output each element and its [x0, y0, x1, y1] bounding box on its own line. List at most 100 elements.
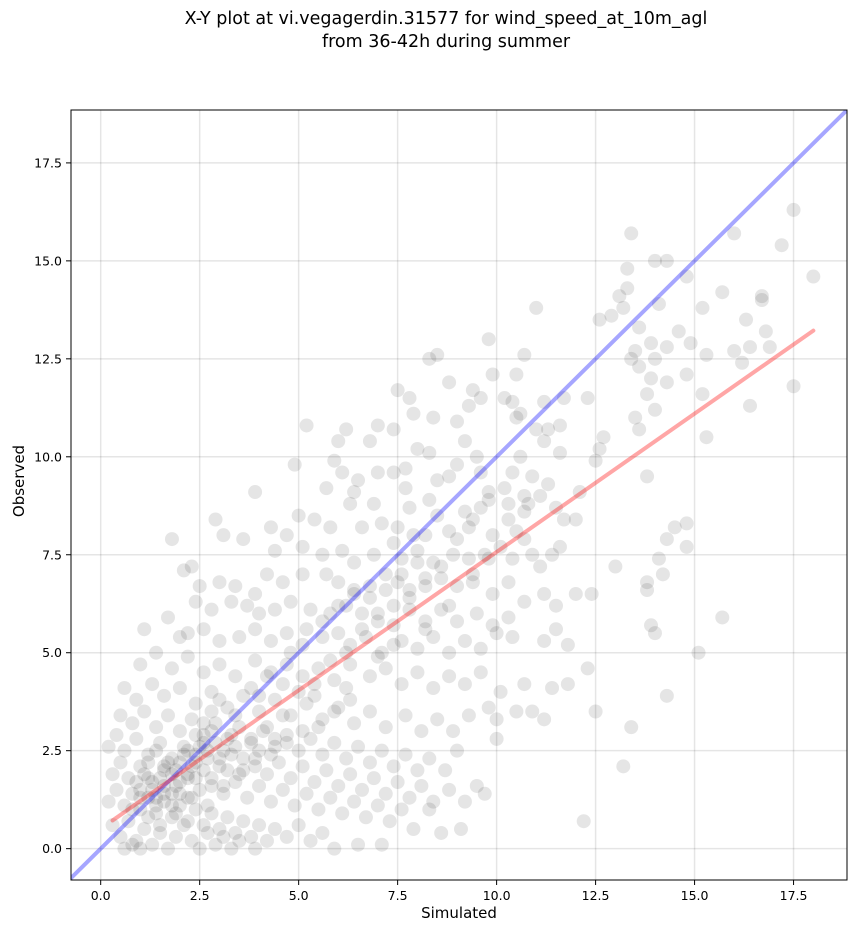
data-point: [133, 759, 148, 774]
data-point: [659, 340, 674, 355]
data-point: [537, 434, 552, 449]
data-point: [461, 398, 476, 413]
data-point: [398, 747, 413, 762]
data-point: [473, 391, 488, 406]
data-point: [549, 500, 563, 515]
data-point: [224, 747, 239, 762]
data-point: [473, 465, 488, 480]
data-point: [347, 586, 362, 601]
data-point: [552, 539, 567, 554]
data-point: [655, 567, 670, 582]
data-point: [351, 473, 366, 488]
data-point: [157, 759, 172, 774]
data-point: [216, 778, 231, 793]
data-point: [244, 680, 259, 695]
data-point: [430, 473, 445, 488]
data-point: [343, 637, 358, 652]
chart-title-line-2: from 36-42h during summer: [321, 32, 571, 52]
data-point: [426, 555, 441, 570]
data-point: [153, 735, 168, 750]
data-point: [556, 391, 571, 406]
data-point: [517, 347, 532, 362]
data-point: [184, 759, 199, 774]
data-point: [390, 520, 405, 535]
data-point: [481, 492, 496, 507]
data-point: [442, 782, 457, 797]
data-point: [137, 767, 152, 782]
data-point: [461, 520, 476, 535]
data-point: [168, 806, 183, 821]
data-point: [149, 798, 164, 813]
data-point: [168, 778, 183, 793]
data-point: [418, 579, 433, 594]
y-axis-ticks: 0.0 2.5 5.0 7.5 10.0 12.5 15.0 17.5: [34, 155, 71, 856]
data-point: [374, 837, 389, 852]
data-point: [204, 778, 219, 793]
data-point: [137, 822, 152, 837]
data-point: [679, 367, 694, 382]
data-point: [129, 775, 144, 790]
data-point: [505, 630, 520, 645]
data-point: [394, 551, 409, 566]
data-point: [695, 387, 710, 402]
data-point: [683, 336, 698, 351]
data-point: [560, 637, 575, 652]
data-point: [145, 782, 160, 797]
data-point: [501, 610, 516, 625]
data-point: [101, 794, 116, 809]
data-point: [513, 406, 528, 421]
y-tick-label: 0.0: [42, 841, 62, 856]
data-point: [580, 391, 595, 406]
data-point: [279, 829, 294, 844]
data-point: [248, 653, 263, 668]
data-point: [323, 606, 338, 621]
data-point: [659, 532, 674, 547]
data-point: [137, 704, 152, 719]
data-point: [541, 477, 556, 492]
data-point: [323, 790, 338, 805]
data-point: [469, 606, 484, 621]
data-point: [192, 739, 207, 754]
data-point: [200, 825, 215, 840]
data-point: [267, 602, 282, 617]
data-point: [442, 524, 457, 539]
data-point: [465, 567, 480, 582]
data-point: [196, 665, 211, 680]
data-point: [422, 445, 437, 460]
data-point: [398, 461, 413, 476]
data-point: [374, 645, 389, 660]
data-point: [224, 841, 239, 856]
data-point: [422, 351, 437, 366]
data-point: [473, 500, 488, 515]
data-point: [715, 610, 730, 625]
data-point: [426, 410, 441, 425]
data-point: [295, 759, 310, 774]
data-point: [295, 637, 310, 652]
x-tick-label: 17.5: [780, 888, 808, 903]
data-point: [149, 806, 164, 821]
data-point: [450, 579, 465, 594]
data-point: [220, 810, 235, 825]
data-point: [343, 496, 358, 511]
data-point: [208, 735, 223, 750]
data-point: [303, 602, 318, 617]
data-point: [335, 806, 350, 821]
data-point: [208, 512, 223, 527]
data-point: [370, 606, 385, 621]
data-point: [291, 508, 306, 523]
data-point: [442, 469, 457, 484]
y-tick-label: 15.0: [34, 253, 62, 268]
data-point: [525, 704, 540, 719]
data-point: [248, 841, 263, 856]
data-point: [386, 637, 401, 652]
data-point: [216, 743, 231, 758]
data-point: [647, 626, 662, 641]
data-point: [442, 669, 457, 684]
data-point: [628, 410, 643, 425]
data-point: [489, 712, 504, 727]
data-point: [252, 743, 267, 758]
data-point: [133, 657, 148, 672]
data-point: [311, 661, 326, 676]
data-point: [228, 739, 243, 754]
